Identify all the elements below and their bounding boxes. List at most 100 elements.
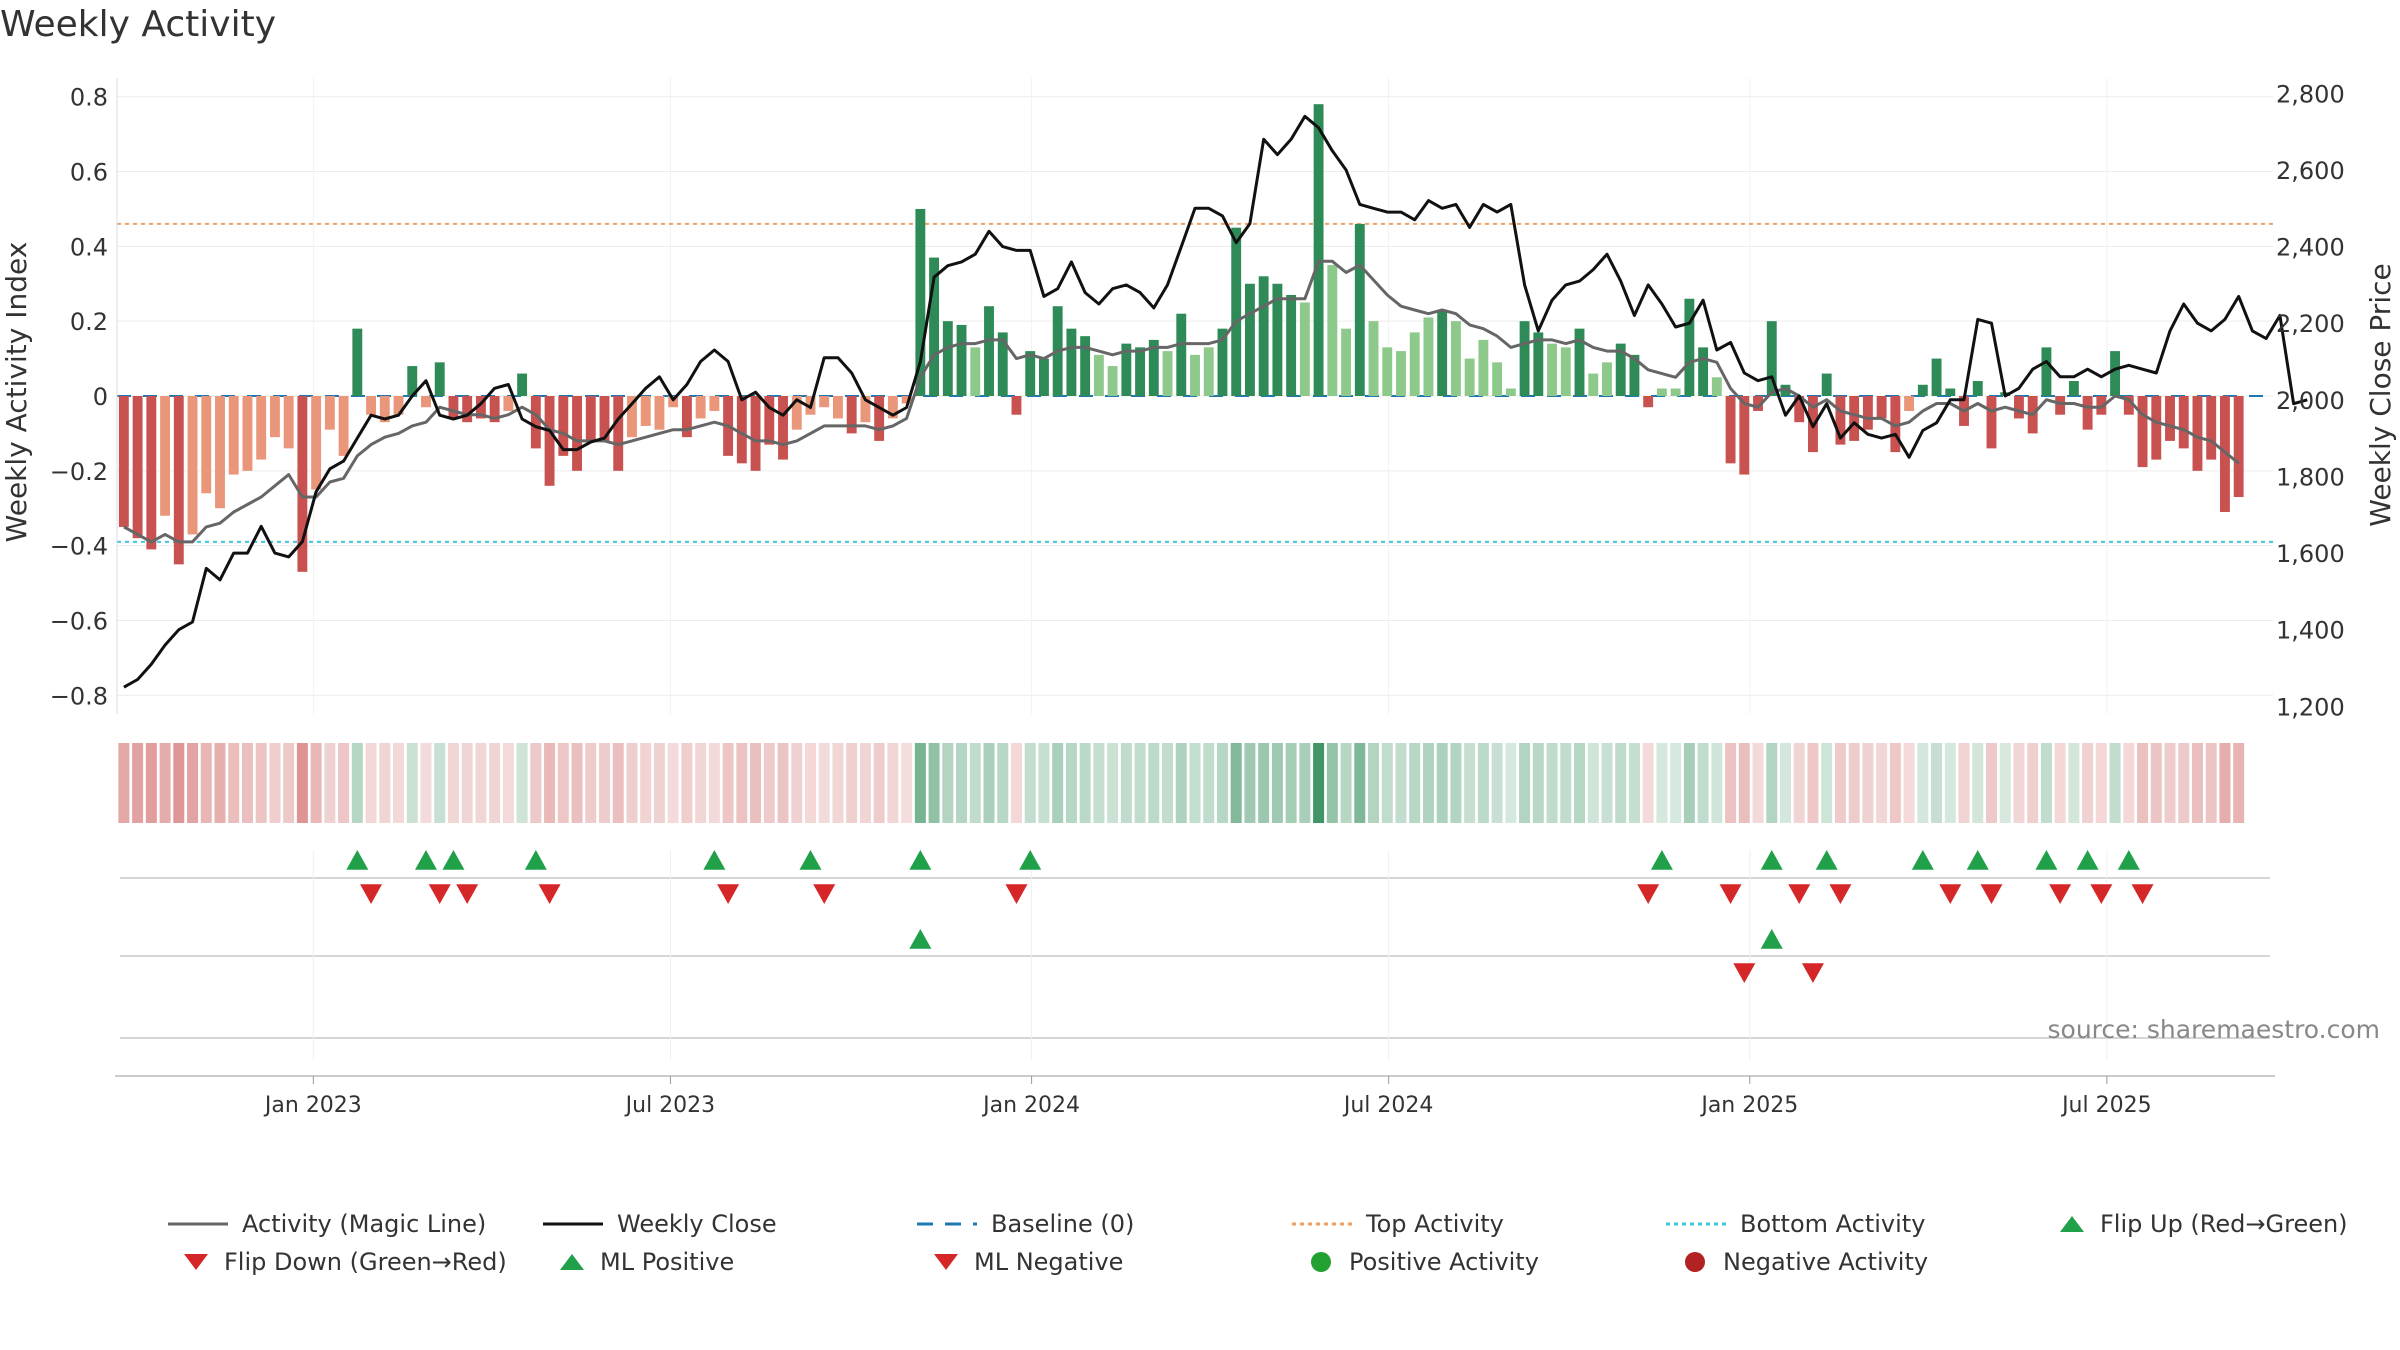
legend-ml-negative-icon (934, 1254, 958, 1270)
heat-cell (1670, 743, 1682, 823)
activity-bar (1107, 366, 1118, 396)
heat-cell (1574, 743, 1586, 823)
y-tick-label: −0.2 (50, 458, 108, 486)
activity-bar (640, 396, 651, 426)
heat-cell (145, 743, 157, 823)
activity-bar (984, 306, 994, 396)
heat-cell (2123, 743, 2135, 823)
heat-cell (1958, 743, 1970, 823)
activity-bar (750, 396, 761, 471)
activity-bar (2110, 351, 2121, 396)
heat-cell (420, 743, 432, 823)
activity-bar (215, 396, 225, 509)
heat-cell (1244, 743, 1256, 823)
activity-bar (1368, 321, 1379, 396)
activity-bar (1492, 362, 1503, 396)
heat-cell (722, 743, 734, 823)
x-tick-label: Jul 2023 (624, 1093, 716, 1118)
heat-cell (1999, 743, 2011, 823)
legend-ml-positive-label: ML Positive (600, 1248, 735, 1276)
heat-cell (818, 743, 830, 823)
activity-bar (1148, 339, 1159, 396)
heat-cell (1477, 743, 1489, 823)
activity-bar (764, 396, 775, 445)
flip-up-marker (1966, 850, 1989, 870)
heat-strip (118, 743, 2245, 823)
activity-bar (874, 396, 885, 441)
heat-cell (461, 743, 473, 823)
heat-cell (434, 743, 446, 823)
heat-cell (2013, 743, 2025, 823)
y-right-tick-label: 1,600 (2276, 540, 2345, 568)
heat-cell (736, 743, 748, 823)
flip-down-marker (2131, 884, 2154, 904)
heat-cell (406, 743, 418, 823)
heat-cell (187, 743, 199, 823)
activity-bar (1066, 328, 1077, 396)
heat-cell (1189, 743, 1201, 823)
activity-bar (393, 396, 404, 415)
heat-cell (1381, 743, 1393, 823)
heat-cell (118, 743, 130, 823)
activity-bar (421, 396, 431, 408)
x-tick-label: Jan 2023 (263, 1093, 362, 1118)
heat-cell (1354, 743, 1366, 823)
flip-up-marker (2035, 850, 2058, 870)
heat-cell (475, 743, 487, 823)
heat-cell (544, 743, 556, 823)
legend-magic-line-swatch (168, 1222, 228, 1226)
activity-bar (1931, 358, 1942, 396)
activity-bar (1341, 328, 1352, 396)
activity-bar (1382, 347, 1393, 396)
y-right-tick-label: 2,400 (2276, 234, 2345, 262)
activity-bar (173, 396, 184, 565)
heat-cell (1079, 743, 1091, 823)
heat-cell (1313, 743, 1325, 823)
x-tick-label: Jul 2025 (2060, 1093, 2152, 1118)
line-layer (123, 114, 2308, 689)
heat-cell (1587, 743, 1599, 823)
heat-cell (1010, 743, 1022, 823)
heat-cell (1766, 743, 1778, 823)
heat-cell (1889, 743, 1901, 823)
heat-cell (832, 743, 844, 823)
heat-cell (1697, 743, 1709, 823)
activity-bar (1505, 388, 1516, 396)
heat-cell (1985, 743, 1997, 823)
activity-bar (2192, 396, 2203, 471)
heat-cell (214, 743, 226, 823)
activity-bar (132, 396, 143, 539)
heat-cell (1285, 743, 1297, 823)
y-right-tick-label: 2,800 (2276, 80, 2345, 108)
activity-bar (2233, 396, 2244, 498)
heat-cell (2137, 743, 2149, 823)
legend-top-activity: Top Activity (1292, 1210, 1504, 1238)
activity-bar (1272, 283, 1283, 396)
activity-bar (1011, 396, 1022, 415)
y-tick-label: 0.2 (70, 308, 108, 336)
activity-bar (1327, 265, 1338, 396)
activity-bar (572, 396, 582, 471)
activity-bar (146, 396, 157, 550)
heat-cell (1491, 743, 1503, 823)
heat-cell (1326, 743, 1338, 823)
activity-bar (2068, 381, 2079, 396)
heat-cell (1120, 743, 1132, 823)
heat-cell (2205, 743, 2217, 823)
heat-cell (351, 743, 363, 823)
activity-bar (1396, 351, 1406, 396)
legend-baseline-swatch (917, 1222, 977, 1226)
heat-cell (1848, 743, 1860, 823)
activity-bar (1684, 298, 1695, 396)
heat-cell (887, 743, 899, 823)
heat-cell (1780, 743, 1791, 823)
legend: Activity (Magic Line) Weekly Close Basel… (0, 1200, 2400, 1300)
heat-cell (2040, 743, 2052, 823)
x-tick-label: Jan 2025 (1699, 1093, 1798, 1118)
legend-negative-activity-label: Negative Activity (1723, 1248, 1929, 1276)
activity-bar (819, 396, 830, 408)
flip-down-marker (1829, 884, 1852, 904)
activity-bar (736, 396, 747, 464)
activity-bar (1849, 396, 1860, 441)
heat-cell (338, 743, 350, 823)
